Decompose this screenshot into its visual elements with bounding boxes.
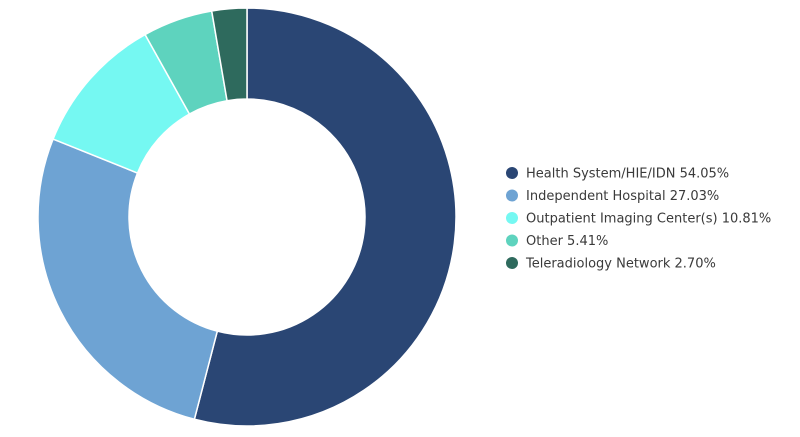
legend-swatch <box>506 257 518 269</box>
legend-label: Outpatient Imaging Center(s) 10.81% <box>526 212 771 227</box>
legend-swatch <box>506 212 518 224</box>
legend-item[interactable]: Independent Hospital 27.03% <box>506 189 719 204</box>
legend-swatch <box>506 234 518 247</box>
slice-health-system-hie-idn[interactable] <box>193 7 457 427</box>
legend-label: Other 5.41% <box>526 234 608 249</box>
slice-independent-hospital[interactable] <box>37 138 219 421</box>
legend-label: Health System/HIE/IDN 54.05% <box>526 167 729 182</box>
legend-swatch <box>506 167 518 179</box>
legend: Health System/HIE/IDN 54.05% Independent … <box>506 167 771 272</box>
legend-label: Teleradiology Network 2.70% <box>525 257 716 272</box>
legend-item[interactable]: Outpatient Imaging Center(s) 10.81% <box>506 212 771 227</box>
legend-item[interactable]: Other 5.41% <box>506 234 608 249</box>
slice-teleradiology-network[interactable] <box>210 7 248 102</box>
legend-swatch <box>506 189 518 202</box>
donut-slices <box>37 7 457 427</box>
legend-item[interactable]: Health System/HIE/IDN 54.05% <box>506 167 729 182</box>
legend-label: Independent Hospital 27.03% <box>526 189 719 204</box>
legend-item[interactable]: Teleradiology Network 2.70% <box>506 257 716 272</box>
